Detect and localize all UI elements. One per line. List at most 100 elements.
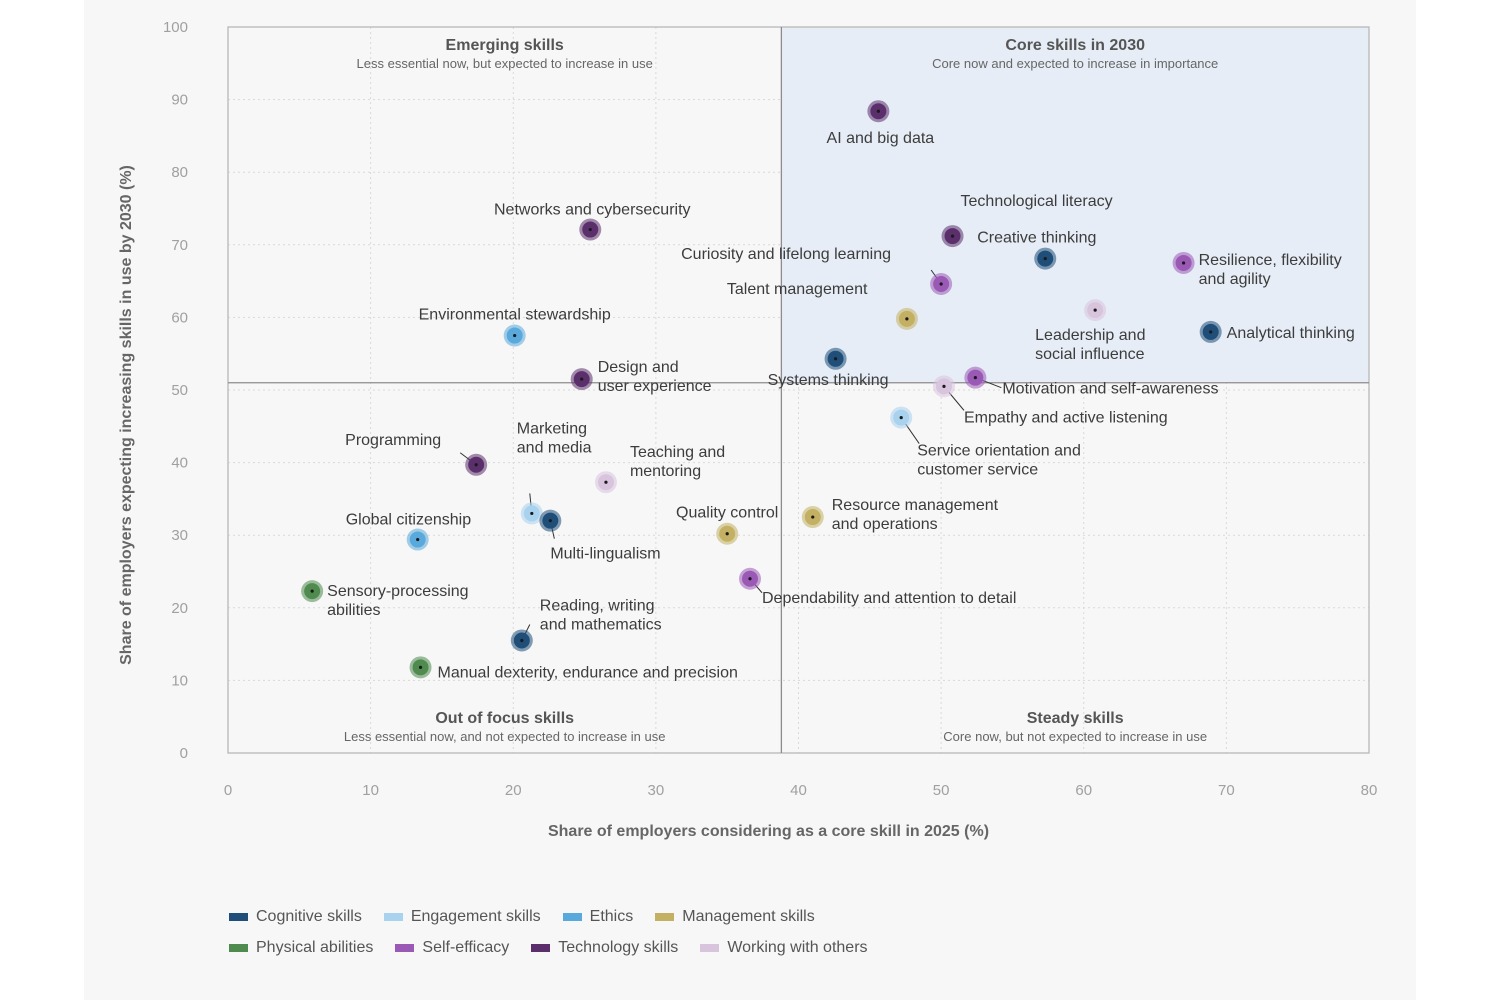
point-label-line: and operations <box>832 516 938 533</box>
quadrant-subtitle-tr: Core now and expected to increase in imp… <box>932 56 1218 71</box>
point-label: Technological literacy <box>961 193 1113 210</box>
point-label-line: abilities <box>327 602 380 619</box>
data-point-center <box>942 384 946 388</box>
legend-swatch <box>229 912 248 921</box>
point-label-line: user experience <box>598 378 712 395</box>
point-label: Quality control <box>676 505 778 522</box>
point-label: Empathy and active listening <box>964 409 1168 426</box>
point-label-line: Resource management <box>832 497 999 514</box>
legend-item: Management skills <box>655 908 815 926</box>
x-tick-label: 40 <box>790 782 807 799</box>
y-tick-label: 80 <box>171 164 188 181</box>
x-tick-label: 60 <box>1075 782 1092 799</box>
legend-swatch <box>383 912 403 921</box>
point-label: Multi-lingualism <box>550 546 660 563</box>
legend-item: Cognitive skills <box>229 908 362 926</box>
y-tick-label: 30 <box>171 527 188 544</box>
data-point-center <box>310 589 314 593</box>
data-point <box>539 509 562 532</box>
data-point <box>801 506 824 529</box>
legend-item: Engagement skills <box>383 908 541 926</box>
y-axis-title: Share of employers expecting increasing … <box>118 165 135 665</box>
legend-label: Technology skills <box>558 938 679 956</box>
data-point-center <box>580 377 584 381</box>
point-label: Manual dexterity, endurance and precisio… <box>438 664 738 681</box>
point-label-line: AI and big data <box>827 130 935 147</box>
data-point-center <box>1093 308 1097 312</box>
point-label-line: Motivation and self-awareness <box>1002 381 1218 398</box>
legend-item: Ethics <box>562 908 633 926</box>
point-label-line: Sensory-processing <box>327 583 468 600</box>
point-label-line: Resilience, flexibility <box>1199 252 1342 269</box>
point-label: Creative thinking <box>977 230 1096 247</box>
quadrant-subtitle-bl: Less essential now, and not expected to … <box>344 729 666 744</box>
point-label-line: Multi-lingualism <box>550 546 660 563</box>
point-label: Talent management <box>727 281 868 298</box>
axes: Share of employers considering as a core… <box>118 19 1377 840</box>
point-label-line: Marketing <box>517 420 587 437</box>
x-tick-label: 50 <box>933 782 950 799</box>
data-point-center <box>950 234 955 238</box>
data-point <box>824 347 847 370</box>
data-point-center <box>905 317 909 321</box>
data-point <box>594 471 617 494</box>
point-label: Resource management and operations <box>832 497 999 533</box>
y-tick-label: 100 <box>163 19 188 36</box>
legend-label: Self-efficacy <box>422 938 510 956</box>
data-point-center <box>1209 330 1213 334</box>
data-point <box>895 307 918 330</box>
point-label-line: Analytical thinking <box>1227 325 1355 342</box>
y-tick-label: 60 <box>171 309 188 326</box>
data-point-center <box>725 532 729 536</box>
point-label-line: Dependability and attention to detail <box>762 590 1016 607</box>
data-point-center <box>811 515 815 519</box>
data-point <box>409 656 432 679</box>
data-point-center <box>474 463 478 467</box>
y-tick-label: 40 <box>171 455 188 472</box>
point-label: AI and big data <box>827 130 935 147</box>
data-point <box>739 567 762 590</box>
data-point <box>406 528 429 551</box>
point-label: Marketing and media <box>517 420 592 456</box>
quadrant-subtitle-br: Core now, but not expected to increase i… <box>943 729 1207 744</box>
y-tick-label: 20 <box>171 600 188 617</box>
x-tick-label: 0 <box>224 782 232 799</box>
point-label: Programming <box>345 432 441 449</box>
data-point-center <box>604 480 608 484</box>
legend-swatch <box>700 943 720 952</box>
quadrant-title-tr: Core skills in 2030 <box>1005 37 1145 54</box>
point-label: Leadership and social influence <box>1035 327 1145 363</box>
data-point <box>301 580 324 603</box>
x-tick-label: 70 <box>1218 782 1235 799</box>
quadrant-title-tl: Emerging skills <box>446 37 564 54</box>
point-label: Networks and cybersecurity <box>494 202 691 219</box>
legend-item: Technology skills <box>531 939 678 957</box>
data-point <box>941 225 964 248</box>
legend-label: Cognitive skills <box>256 907 362 925</box>
point-label-line: Reading, writing <box>540 597 655 614</box>
legend-row: Physical abilities Self-efficacy Technolog… <box>229 932 1029 963</box>
data-point-center <box>530 511 534 516</box>
point-label-line: social influence <box>1035 346 1145 363</box>
point-label-line: Empathy and active listening <box>964 409 1168 426</box>
x-tick-label: 10 <box>362 782 379 799</box>
data-point-center <box>973 376 977 380</box>
point-label-line: and media <box>517 439 592 456</box>
point-label: Environmental stewardship <box>419 307 611 324</box>
data-point <box>520 502 543 525</box>
data-point-center <box>748 577 752 581</box>
data-point-center <box>418 665 423 669</box>
point-label-line: Systems thinking <box>768 372 889 389</box>
point-label: Design and user experience <box>598 359 712 395</box>
data-point <box>503 324 526 347</box>
legend-item: Self-efficacy <box>395 939 509 957</box>
legend-label: Management skills <box>682 907 815 925</box>
legend-item: Physical abilities <box>229 939 373 957</box>
legend-swatch <box>229 943 248 952</box>
point-label: Teaching and mentoring <box>630 444 725 480</box>
data-point-center <box>1043 256 1047 261</box>
quadrant-title-bl: Out of focus skills <box>435 710 574 727</box>
point-label: Resilience, flexibility and agility <box>1199 252 1342 288</box>
data-point-center <box>520 638 524 643</box>
